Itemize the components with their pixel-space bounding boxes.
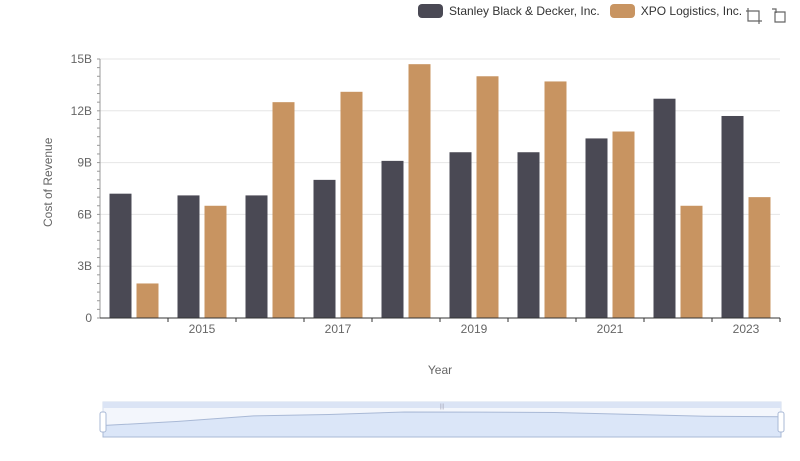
bar-xpo[interactable] [136,283,159,318]
bar-xpo[interactable] [748,197,771,318]
zoom-icon[interactable] [745,7,763,25]
bar-stanley[interactable] [109,193,132,318]
legend-label-xpo: XPO Logistics, Inc. [640,4,743,18]
bar-xpo[interactable] [612,131,635,318]
slider-handle-right[interactable] [777,411,785,433]
y-tick-label: 9B [77,156,92,170]
y-axis-ticks: 0 3B 6B 9B 12B 15B [71,52,101,325]
bar-stanley[interactable] [449,152,472,318]
y-tick-label: 3B [77,259,92,273]
legend: Stanley Black & Decker, Inc. XPO Logisti… [418,4,742,18]
bar-stanley[interactable] [381,160,404,318]
bar-stanley[interactable] [177,195,200,318]
restore-icon[interactable] [771,7,789,25]
grid-lines [100,58,780,267]
bar-stanley[interactable] [245,195,268,318]
slider-grip-icon[interactable]: ||| [440,404,445,410]
bar-xpo[interactable] [680,205,703,318]
y-tick-label: 12B [71,104,92,118]
y-axis-label: Cost of Revenue [41,137,55,227]
bar-xpo[interactable] [544,81,567,319]
x-tick-label: 2023 [733,322,760,336]
slider-top-bar[interactable] [103,402,781,408]
x-axis: 2015 2017 2019 2021 2023 [100,317,781,336]
legend-item-xpo[interactable]: XPO Logistics, Inc. [609,4,743,18]
x-tick-label: 2017 [325,322,352,336]
bar-xpo[interactable] [408,64,431,319]
bar-xpo[interactable] [476,76,499,319]
bars [109,64,771,319]
bar-xpo[interactable] [340,91,363,318]
toolbox [745,7,789,25]
legend-item-stanley[interactable]: Stanley Black & Decker, Inc. [418,4,600,18]
y-tick-label: 15B [71,52,92,66]
legend-label-stanley: Stanley Black & Decker, Inc. [449,4,600,18]
bar-stanley[interactable] [721,115,744,318]
slider-handle-left[interactable] [99,411,107,433]
x-axis-label: Year [427,363,453,377]
x-tick-label: 2019 [461,322,488,336]
data-zoom-slider[interactable]: ||| [99,401,785,438]
x-tick-label: 2015 [189,322,216,336]
bar-xpo[interactable] [204,205,227,318]
bar-xpo[interactable] [272,102,295,319]
bar-stanley[interactable] [517,152,540,318]
y-tick-label: 6B [77,207,92,221]
legend-swatch-stanley [418,4,443,18]
bar-stanley[interactable] [313,179,336,318]
legend-swatch-xpo [609,4,635,18]
y-tick-label: 0 [85,311,92,325]
bar-stanley[interactable] [585,138,608,318]
bar-stanley[interactable] [653,98,676,318]
x-tick-label: 2021 [597,322,624,336]
